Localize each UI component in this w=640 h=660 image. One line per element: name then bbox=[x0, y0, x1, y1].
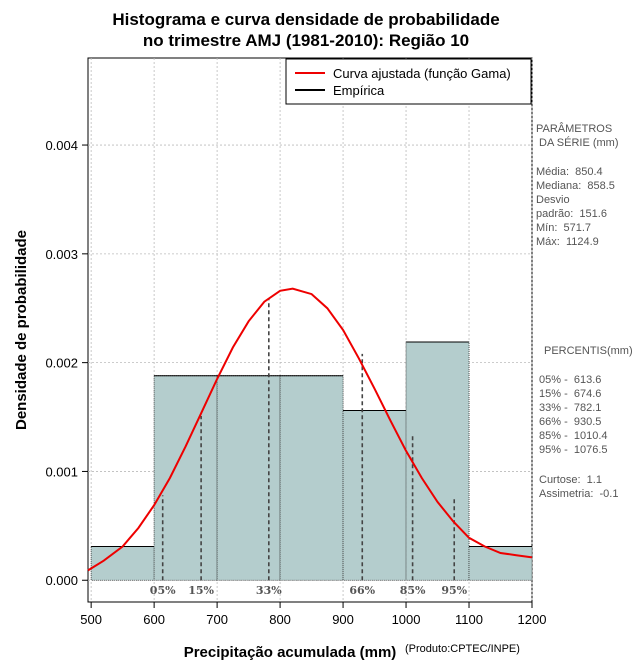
x-tick-label: 1200 bbox=[518, 612, 547, 627]
percentile-label: 66% bbox=[349, 584, 375, 597]
histogram-bars bbox=[90, 341, 533, 581]
histogram-bar bbox=[216, 375, 281, 581]
histogram-bar bbox=[405, 341, 470, 581]
y-tick-label: 0.002 bbox=[45, 356, 78, 371]
x-axis-label: Precipitação acumulada (mm) bbox=[184, 644, 397, 660]
percentil-85: 85% - 1010.4 bbox=[539, 430, 608, 442]
percentil-33: 33% - 782.1 bbox=[539, 402, 601, 414]
legend: Curva ajustada (função Gama) Empírica bbox=[285, 58, 532, 105]
histogram-bar bbox=[279, 375, 344, 581]
x-tick-label: 500 bbox=[80, 612, 102, 627]
param-mediana: Mediana: 858.5 bbox=[536, 180, 615, 192]
percentile-label: 33% bbox=[256, 584, 282, 597]
x-tick-label: 600 bbox=[143, 612, 165, 627]
percentil-05: 05% - 613.6 bbox=[539, 374, 601, 386]
stat-assimetria: Assimetria: -0.1 bbox=[539, 488, 618, 500]
legend-box bbox=[285, 58, 532, 105]
gamma-curve-line bbox=[87, 287, 533, 572]
percentil-15: 15% - 674.6 bbox=[539, 388, 601, 400]
chart-title: Histograma e curva densidade de probabil… bbox=[112, 10, 499, 50]
param-padrao: padrão: 151.6 bbox=[536, 208, 607, 220]
chart-title-line-2: no trimestre AMJ (1981-2010): Região 10 bbox=[143, 31, 469, 50]
stat-curtose: Curtose: 1.1 bbox=[539, 474, 602, 486]
x-tick-label: 900 bbox=[332, 612, 354, 627]
percentile-label: 85% bbox=[400, 584, 426, 597]
y-axis: 0.000 0.001 0.002 0.003 0.004 bbox=[45, 138, 88, 588]
series-stats-panel: PARÂMETROS DA SÉRIE (mm) Média: 850.4 Me… bbox=[536, 122, 633, 500]
percentis-title: PERCENTIS(mm) bbox=[544, 345, 633, 357]
percentile-label: 05% bbox=[150, 584, 176, 597]
histogram-bar bbox=[153, 375, 218, 581]
param-media: Média: 850.4 bbox=[536, 166, 603, 178]
param-desvio: Desvio bbox=[536, 194, 570, 206]
percentile-markers: 05% 15% 33% 66% 85% 95% bbox=[150, 299, 468, 597]
param-min: Mín: 571.7 bbox=[536, 222, 591, 234]
percentile-label: 15% bbox=[188, 584, 214, 597]
histogram-bar bbox=[342, 410, 407, 581]
y-tick-label: 0.000 bbox=[45, 573, 78, 588]
param-max: Máx: 1124.9 bbox=[536, 236, 599, 248]
legend-entry-curve: Curva ajustada (função Gama) bbox=[333, 66, 511, 81]
chart-title-line-1: Histograma e curva densidade de probabil… bbox=[112, 10, 499, 29]
params-title-line-2: DA SÉRIE (mm) bbox=[536, 136, 619, 149]
y-axis-label: Densidade de probabilidade bbox=[13, 230, 30, 430]
product-credit: (Produto:CPTEC/INPE) bbox=[405, 643, 520, 655]
y-tick-label: 0.001 bbox=[45, 464, 78, 479]
x-tick-label: 700 bbox=[206, 612, 228, 627]
histogram-bar bbox=[90, 546, 155, 581]
gamma-curve bbox=[87, 287, 533, 572]
percentile-label: 95% bbox=[441, 584, 467, 597]
percentil-95: 95% - 1076.5 bbox=[539, 444, 608, 456]
legend-entry-empirical: Empírica bbox=[333, 83, 385, 98]
params-title-line-1: PARÂMETROS bbox=[536, 122, 612, 135]
y-tick-label: 0.004 bbox=[45, 138, 78, 153]
y-tick-label: 0.003 bbox=[45, 247, 78, 262]
histogram-bar bbox=[468, 546, 533, 581]
x-axis: 500 600 700 800 900 1000 1100 1200 bbox=[80, 602, 546, 627]
percentil-66: 66% - 930.5 bbox=[539, 416, 601, 428]
x-tick-label: 1100 bbox=[455, 612, 483, 627]
x-tick-label: 1000 bbox=[392, 612, 421, 627]
x-tick-label: 800 bbox=[269, 612, 291, 627]
